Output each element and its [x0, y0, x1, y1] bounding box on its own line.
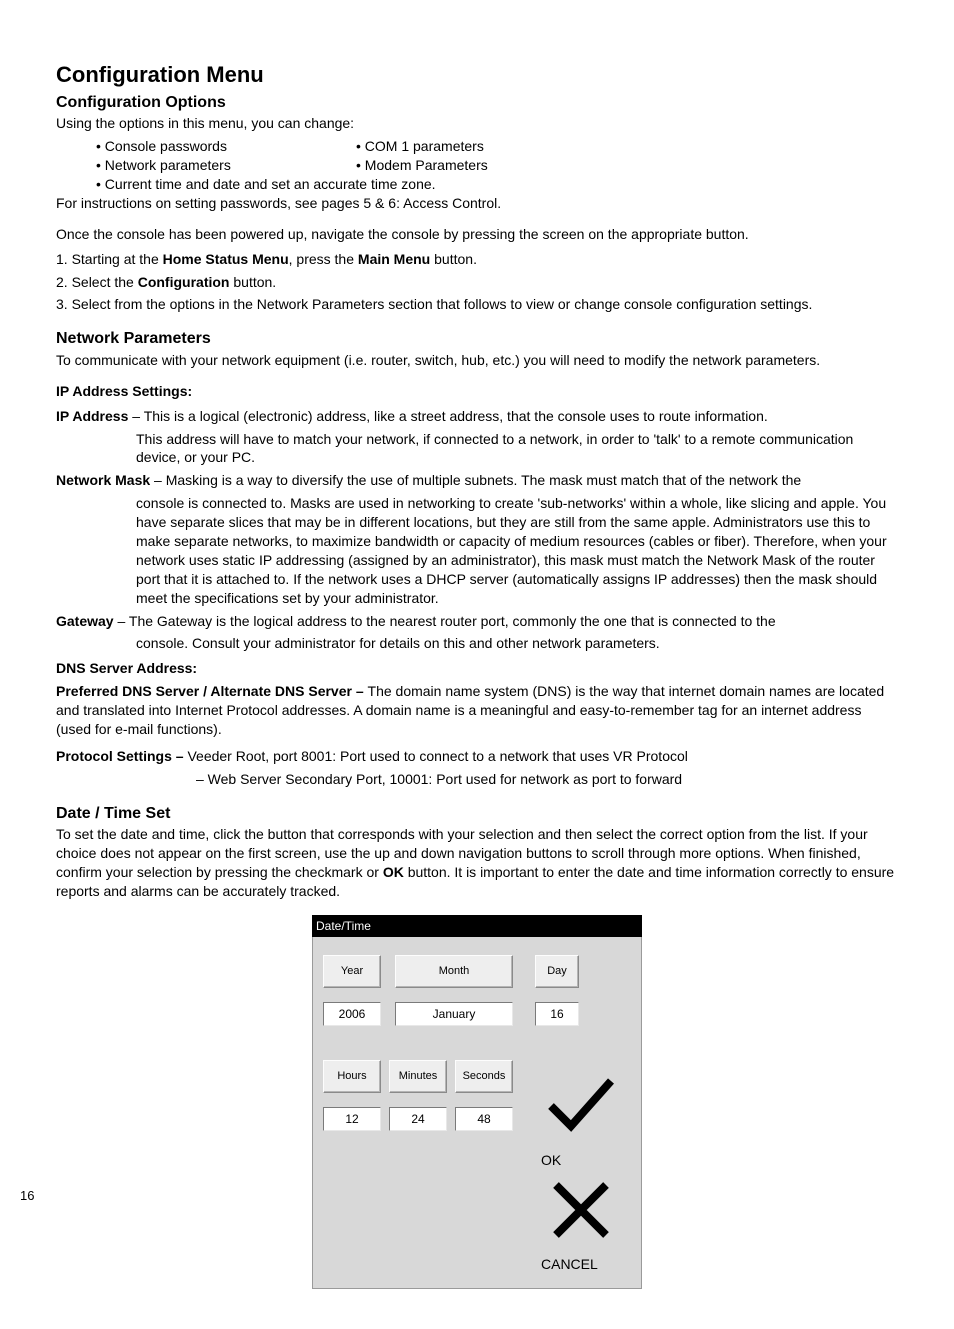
ok-button[interactable]: OK [541, 1066, 621, 1170]
list-item: COM 1 parameters [356, 137, 576, 156]
datetime-intro: To set the date and time, click the butt… [56, 825, 898, 901]
hours-button[interactable]: Hours [323, 1060, 381, 1093]
year-value[interactable]: 2006 [323, 1002, 381, 1026]
network-mask-def: Network Mask – Masking is a way to diver… [56, 471, 898, 490]
step-3: 3. Select from the options in the Networ… [56, 295, 898, 314]
datetime-panel: Date/Time Year 2006 Month January Day 16… [312, 915, 642, 1289]
year-button[interactable]: Year [323, 955, 381, 988]
protocol-line2: – Web Server Secondary Port, 10001: Port… [56, 770, 898, 789]
list-item: Console passwords [96, 137, 316, 156]
after-list-text: For instructions on setting passwords, s… [56, 194, 898, 213]
page-number: 16 [20, 1187, 34, 1205]
config-intro: Using the options in this menu, you can … [56, 114, 898, 133]
gateway-def: Gateway – The Gateway is the logical add… [56, 612, 898, 631]
x-icon [541, 1170, 621, 1250]
network-mask-cont: console is connected to. Masks are used … [56, 494, 898, 607]
cancel-button[interactable]: CANCEL [541, 1170, 621, 1274]
datetime-heading: Date / Time Set [56, 803, 898, 825]
dns-label: DNS Server Address: [56, 659, 898, 678]
seconds-button[interactable]: Seconds [455, 1060, 513, 1093]
minutes-button[interactable]: Minutes [389, 1060, 447, 1093]
day-button[interactable]: Day [535, 955, 579, 988]
options-full-row: Current time and date and set an accurat… [56, 175, 898, 194]
page-title: Configuration Menu [56, 60, 898, 90]
config-options-heading: Configuration Options [56, 92, 898, 114]
powered-text: Once the console has been powered up, na… [56, 225, 898, 244]
ip-settings-label: IP Address Settings: [56, 382, 898, 401]
options-two-col: Console passwords Network parameters COM… [56, 137, 898, 175]
network-intro: To communicate with your network equipme… [56, 351, 898, 370]
day-value[interactable]: 16 [535, 1002, 579, 1026]
gateway-cont: console. Consult your administrator for … [56, 634, 898, 653]
month-value[interactable]: January [395, 1002, 513, 1026]
numbered-steps: 1. Starting at the Home Status Menu, pre… [56, 250, 898, 315]
protocol-def: Protocol Settings – Veeder Root, port 80… [56, 747, 898, 766]
dns-def: Preferred DNS Server / Alternate DNS Ser… [56, 682, 898, 739]
list-item: Network parameters [96, 156, 316, 175]
hours-value[interactable]: 12 [323, 1107, 381, 1131]
minutes-value[interactable]: 24 [389, 1107, 447, 1131]
network-heading: Network Parameters [56, 328, 898, 350]
ip-address-cont: This address will have to match your net… [56, 430, 898, 468]
panel-body: Year 2006 Month January Day 16 Hours 12 … [312, 937, 642, 1289]
seconds-value[interactable]: 48 [455, 1107, 513, 1131]
ip-address-def: IP Address – This is a logical (electron… [56, 407, 898, 426]
list-item: Modem Parameters [356, 156, 576, 175]
step-1: 1. Starting at the Home Status Menu, pre… [56, 250, 898, 269]
list-item: Current time and date and set an accurat… [96, 175, 898, 194]
check-icon [541, 1066, 621, 1146]
month-button[interactable]: Month [395, 955, 513, 988]
step-2: 2. Select the Configuration button. [56, 273, 898, 292]
panel-title: Date/Time [312, 915, 642, 937]
